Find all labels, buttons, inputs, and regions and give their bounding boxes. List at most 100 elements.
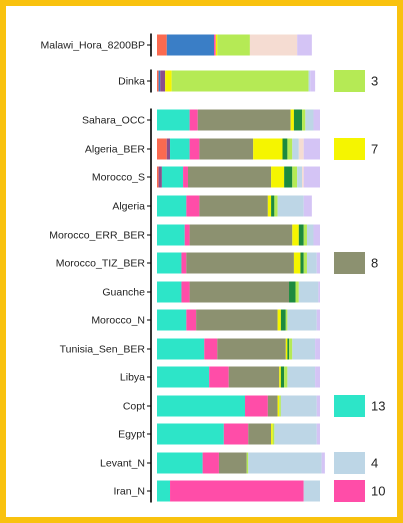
bar-segment-egypt-13 — [157, 423, 224, 445]
bar-segment-sahara-occ-3 — [302, 109, 306, 131]
bar-segment-algeria-8 — [199, 195, 268, 217]
legend-swatch-7 — [334, 138, 365, 160]
bar-segment-algeria-ber-c8 — [298, 138, 304, 160]
legend-label-10: 10 — [371, 484, 385, 499]
category-label-sahara-occ: Sahara_OCC — [82, 115, 145, 127]
bar-segment-morocco-err-ber-3 — [303, 224, 307, 246]
bar-segment-copt-7 — [277, 395, 280, 417]
bar-segment-libya-3 — [284, 366, 288, 388]
bar-segment-guanche-8 — [189, 281, 290, 303]
bar-segment-algeria-ber-c3 — [166, 138, 171, 160]
bar-segment-dinka-c1 — [157, 70, 159, 92]
bar-segment-copt-c9 — [316, 395, 320, 417]
legend-label-7: 7 — [371, 142, 378, 157]
bar-segment-guanche-c9 — [318, 281, 320, 303]
bar-segment-morocco-err-ber-4 — [306, 224, 314, 246]
bar-segment-iran-n-10 — [170, 480, 304, 502]
bar-segment-egypt-7 — [271, 423, 273, 445]
bar-segment-sahara-occ-10 — [189, 109, 198, 131]
bar-segment-egypt-c9 — [316, 423, 320, 445]
bar-segment-morocco-tiz-ber-8 — [186, 252, 294, 274]
category-label-copt: Copt — [123, 401, 145, 413]
bar-segment-malawi-hora-8200bp-c9 — [297, 34, 312, 56]
bar-segment-levant-n-3 — [246, 452, 249, 474]
bar-segment-morocco-n-4 — [287, 309, 317, 331]
bar-segment-copt-3 — [279, 395, 281, 417]
bar-segment-morocco-n-8 — [196, 309, 278, 331]
bar-segment-algeria-13 — [157, 195, 187, 217]
category-label-algeria-ber: Algeria_BER — [85, 144, 146, 156]
bar-segment-algeria-c9 — [303, 195, 312, 217]
bar-segment-morocco-s-c8 — [302, 166, 304, 188]
bar-segment-levant-n-10 — [202, 452, 219, 474]
bar-segment-algeria-ber-c5 — [282, 138, 288, 160]
legend-label-3: 3 — [371, 74, 378, 89]
bar-segment-sahara-occ-4 — [305, 109, 314, 131]
bar-segment-sahara-occ-7 — [290, 109, 294, 131]
bar-segment-algeria-ber-10 — [189, 138, 200, 160]
bar-segment-morocco-err-ber-7 — [292, 224, 299, 246]
bar-segment-morocco-err-ber-8 — [189, 224, 293, 246]
bar-segment-libya-8 — [228, 366, 280, 388]
bar-segment-algeria-c5 — [271, 195, 275, 217]
category-label-tunisia-sen-ber: Tunisia_Sen_BER — [60, 344, 146, 356]
bar-segment-morocco-s-c5 — [284, 166, 293, 188]
bar-segment-libya-13 — [157, 366, 210, 388]
bar-segment-iran-n-13 — [157, 480, 171, 502]
bar-segment-guanche-4 — [298, 281, 319, 303]
bar-segment-levant-n-8 — [218, 452, 247, 474]
bar-segment-libya-c9 — [315, 366, 320, 388]
bar-segment-morocco-s-c1 — [157, 166, 159, 188]
legend-swatch-13 — [334, 395, 365, 417]
bar-segment-algeria-10 — [186, 195, 200, 217]
bar-segment-algeria-3 — [274, 195, 278, 217]
category-label-morocco-err-ber: Morocco_ERR_BER — [49, 230, 145, 242]
bar-segment-egypt-8 — [248, 423, 272, 445]
bar-segment-morocco-s-3 — [292, 166, 298, 188]
bar-segment-malawi-hora-8200bp-c1 — [157, 34, 167, 56]
bar-segment-morocco-s-10 — [183, 166, 188, 188]
bar-segment-libya-c5 — [280, 366, 285, 388]
bar-segment-libya-4 — [287, 366, 316, 388]
bar-segment-morocco-s-8 — [187, 166, 272, 188]
legend-swatch-8 — [334, 252, 365, 274]
bar-segment-tunisia-sen-ber-c9 — [315, 338, 320, 360]
bar-segment-libya-10 — [209, 366, 229, 388]
legend-swatch-10 — [334, 480, 365, 502]
legend-swatch-3 — [334, 70, 365, 92]
bar-segment-algeria-ber-8 — [199, 138, 254, 160]
bar-segment-levant-n-4 — [248, 452, 322, 474]
bar-segment-morocco-n-13 — [157, 309, 187, 331]
bar-segment-malawi-hora-8200bp-7 — [215, 34, 218, 56]
bar-segment-dinka-7 — [165, 70, 172, 92]
category-label-libya: Libya — [120, 372, 145, 384]
category-label-iran-n: Iran_N — [113, 486, 145, 498]
bar-segment-guanche-13 — [157, 281, 182, 303]
bar-segment-morocco-s-4 — [297, 166, 303, 188]
bar-segment-morocco-err-ber-c5 — [298, 224, 304, 246]
bar-segment-morocco-n-10 — [186, 309, 197, 331]
bar-segment-algeria-ber-4 — [292, 138, 299, 160]
bar-segment-dinka-4 — [308, 70, 311, 92]
bar-segment-sahara-occ-c5 — [293, 109, 303, 131]
bar-segment-dinka-c2 — [158, 70, 161, 92]
bar-segment-copt-4 — [280, 395, 317, 417]
bar-segment-algeria-ber-7 — [253, 138, 283, 160]
bar-segment-tunisia-sen-ber-7 — [285, 338, 288, 360]
category-label-algeria: Algeria — [112, 201, 145, 213]
bar-segment-morocco-tiz-ber-10 — [181, 252, 187, 274]
bar-segment-copt-10 — [245, 395, 268, 417]
category-label-morocco-n: Morocco_N — [91, 315, 145, 327]
bar-segment-morocco-tiz-ber-c5 — [300, 252, 304, 274]
bar-segment-tunisia-sen-ber-4 — [292, 338, 316, 360]
bar-segment-levant-n-c9 — [321, 452, 325, 474]
bar-segment-tunisia-sen-ber-c5 — [287, 338, 290, 360]
legend-swatch-4 — [334, 452, 365, 474]
bar-segment-algeria-ber-c1 — [157, 138, 167, 160]
bar-segment-malawi-hora-8200bp-c2 — [166, 34, 215, 56]
bar-segment-libya-7 — [279, 366, 281, 388]
category-label-morocco-s: Morocco_S — [92, 172, 145, 184]
category-label-egypt: Egypt — [118, 429, 145, 441]
bar-segment-dinka-c9 — [310, 70, 316, 92]
bar-segment-dinka-c3 — [160, 70, 166, 92]
